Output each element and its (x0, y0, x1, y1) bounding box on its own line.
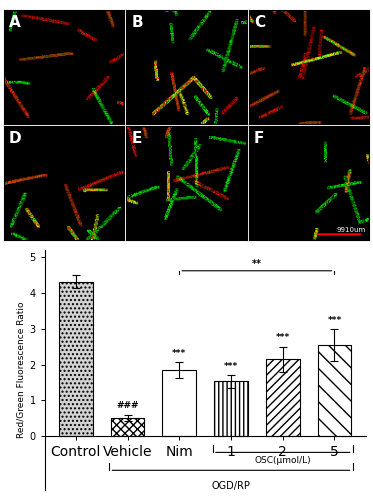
Text: ###: ### (116, 402, 139, 410)
Text: **: ** (252, 259, 262, 269)
Bar (214, 382, 248, 436)
Y-axis label: Red/Green Fluorescence Ratio: Red/Green Fluorescence Ratio (16, 302, 25, 438)
Text: D: D (9, 130, 21, 146)
Text: ***: *** (276, 334, 290, 342)
Text: B: B (131, 14, 143, 30)
Text: 9910um: 9910um (336, 227, 366, 233)
Bar (318, 345, 351, 436)
Text: F: F (254, 130, 264, 146)
Text: ***: *** (172, 349, 186, 358)
Text: OSC(μmol/L): OSC(μmol/L) (254, 456, 311, 465)
Text: E: E (131, 130, 142, 146)
Text: C: C (254, 14, 265, 30)
Bar (163, 370, 196, 436)
Text: ***: *** (224, 362, 238, 370)
Text: A: A (9, 14, 20, 30)
Text: ***: *** (327, 316, 342, 324)
Bar (59, 282, 93, 436)
Bar (111, 418, 144, 436)
Bar (266, 360, 300, 436)
Text: OGD/RP: OGD/RP (211, 481, 250, 491)
